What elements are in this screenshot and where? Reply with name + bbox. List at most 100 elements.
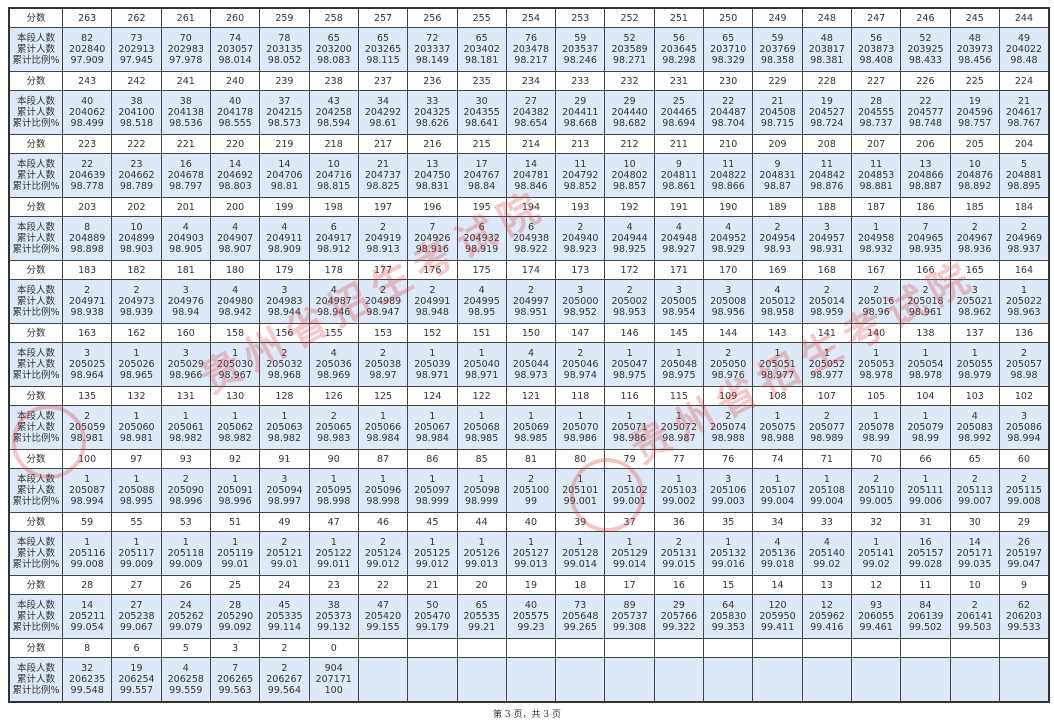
data-cell: [949, 657, 1000, 703]
percent-value: 99.015: [662, 559, 696, 570]
percent-value: 98.976: [711, 370, 745, 381]
count-value: 1: [873, 348, 880, 359]
score-cell: 187: [850, 197, 902, 217]
cumulative-value: 205016: [858, 296, 895, 307]
count-value: 1: [281, 411, 288, 422]
score-cell: 170: [703, 260, 754, 280]
data-cell: 65 203710 98.329: [703, 27, 754, 72]
count-value: 40: [229, 96, 242, 107]
count-value: 59: [574, 33, 587, 44]
percent-value: 98.981: [119, 433, 154, 444]
score-cell: 30: [949, 512, 1000, 532]
percent-value: 98.246: [563, 55, 597, 66]
data-cell: 40 204062 98.499: [61, 90, 113, 135]
data-cell: 1 205062 98.982: [209, 405, 261, 450]
cumulative-value: 204965: [907, 233, 944, 244]
count-value: 2: [873, 474, 880, 485]
row-label-percent: 累计比例%: [12, 559, 60, 570]
percent-value: 99.002: [662, 496, 696, 507]
count-value: 13: [919, 159, 932, 170]
count-value: 2: [577, 348, 584, 359]
cumulative-value: 204639: [69, 170, 106, 181]
data-cell: 1 205051 98.977: [752, 342, 803, 387]
count-value: 10: [968, 159, 981, 170]
percent-value: 98.87: [763, 181, 792, 192]
percent-value: 98.997: [267, 496, 302, 507]
count-value: 38: [327, 600, 340, 611]
cumulative-value: 205238: [118, 611, 155, 622]
score-cell: 2: [259, 638, 310, 658]
cumulative-value: 205038: [364, 359, 402, 370]
cumulative-value: 205373: [315, 611, 352, 622]
count-value: 4: [182, 663, 189, 674]
cumulative-value: 204957: [808, 233, 845, 244]
count-value: 2: [429, 285, 436, 296]
score-cell: 185: [949, 197, 1000, 217]
data-cell: 2 205100 99: [505, 468, 557, 513]
cumulative-value: 205039: [414, 359, 451, 370]
percent-value: 99.179: [415, 622, 449, 633]
data-cell: 45 205335 99.114: [259, 594, 310, 639]
percent-value: 98.358: [760, 55, 795, 66]
count-value: 25: [672, 96, 685, 107]
count-value: 32: [81, 663, 94, 674]
data-cell: 4 204995 98.95: [456, 279, 507, 324]
score-cell: 53: [160, 512, 211, 532]
count-value: 1: [380, 474, 387, 485]
score-cell: 20: [456, 575, 507, 595]
percent-value: 98.942: [218, 307, 252, 318]
count-value: 10: [327, 159, 340, 170]
cumulative-value: 205108: [808, 485, 845, 496]
count-value: 19: [130, 663, 143, 674]
score-cell: 15: [703, 575, 754, 595]
cumulative-value: 205054: [907, 359, 944, 370]
cumulative-value: 204465: [660, 107, 698, 118]
percent-value: 98.767: [1007, 118, 1041, 129]
percent-value: 98.329: [711, 55, 745, 66]
cumulative-value: 205119: [216, 548, 254, 559]
score-cell: 202: [111, 197, 162, 217]
score-cell: 219: [259, 134, 310, 154]
score-cell: 18: [555, 575, 606, 595]
score-cell: 201: [160, 197, 211, 217]
count-value: 1: [922, 474, 929, 485]
data-cell: 2 206141 99.503: [949, 594, 1000, 639]
data-cell: 48 203817 98.381: [801, 27, 853, 72]
cumulative-value: 204952: [710, 233, 747, 244]
count-value: 3: [281, 474, 288, 485]
cumulative-value: 205030: [216, 359, 254, 370]
data-cell: 2 205046 98.974: [555, 342, 606, 387]
score-cell: 0: [308, 638, 359, 658]
cumulative-value: 203645: [660, 44, 698, 55]
percent-value: 99.001: [563, 496, 597, 507]
cumulative-value: 204940: [562, 233, 599, 244]
count-value: 10: [130, 222, 143, 233]
count-value: 1: [429, 537, 436, 548]
score-cell: 124: [407, 386, 458, 406]
score-cell: 9: [998, 575, 1050, 595]
data-cell: 1 205088 98.995: [111, 468, 162, 513]
data-cell: 3 205008 98.956: [703, 279, 754, 324]
data-cell: 22 204577 98.748: [900, 90, 951, 135]
count-value: 4: [232, 285, 239, 296]
row-label-percent: 累计比例%: [12, 244, 60, 255]
percent-value: 99.009: [119, 559, 154, 570]
score-cell: 121: [505, 386, 557, 406]
row-label-count: 本段人数: [16, 96, 55, 107]
count-value: 28: [229, 600, 242, 611]
count-value: 2: [922, 285, 929, 296]
data-cell: 2 205124 99.012: [357, 531, 409, 576]
score-cell: [456, 638, 507, 658]
count-value: 1: [774, 411, 781, 422]
count-value: 1: [380, 411, 387, 422]
data-cell: 26 205197 99.047: [998, 531, 1050, 576]
score-cell: 158: [209, 323, 261, 343]
score-cell: 215: [456, 134, 507, 154]
percent-value: 98.797: [169, 181, 203, 192]
cumulative-value: 205094: [266, 485, 303, 496]
cumulative-value: 205062: [216, 422, 254, 433]
row-label-count: 本段人数: [16, 600, 55, 611]
data-cell: 48 203973 98.456: [949, 27, 1000, 72]
percent-value: 99.028: [908, 559, 943, 570]
count-value: 65: [475, 600, 488, 611]
